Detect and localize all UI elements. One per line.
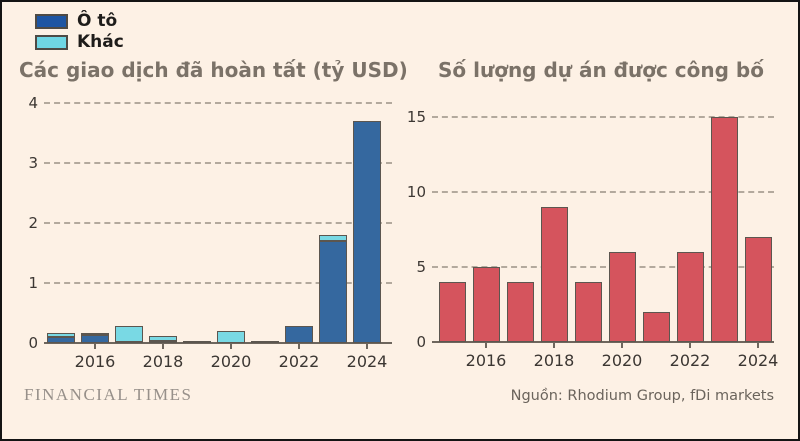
bar-segment	[319, 235, 347, 241]
gridline	[432, 191, 774, 193]
x-axis-line	[432, 341, 774, 343]
bar	[676, 252, 704, 342]
x-axis-label: 2020	[210, 352, 252, 371]
y-axis-label: 2	[28, 214, 38, 232]
y-axis-label: 5	[416, 258, 426, 276]
x-axis-label: 2024	[346, 352, 388, 371]
bar-segment	[217, 331, 245, 343]
bar-segment	[81, 332, 109, 335]
gridline	[44, 282, 392, 284]
bar	[540, 207, 568, 342]
axis-tick	[757, 342, 759, 348]
axis-tick	[94, 343, 96, 349]
bar-segment	[47, 337, 75, 343]
legend-item-khac: Khác	[35, 32, 124, 53]
legend-item-oto: Ô tô	[35, 11, 124, 32]
bar-segment	[149, 336, 177, 342]
legend-swatch-khac	[35, 35, 68, 50]
y-axis-label: 0	[416, 333, 426, 351]
x-axis-label: 2018	[142, 352, 184, 371]
y-axis-label: 0	[28, 334, 38, 352]
gridline	[44, 222, 392, 224]
bar-segment	[149, 341, 177, 343]
y-axis-label: 10	[406, 183, 426, 201]
axis-tick	[553, 342, 555, 348]
bar-segment	[285, 326, 313, 343]
bar-segment	[115, 326, 143, 342]
y-axis-label: 3	[28, 154, 38, 172]
y-axis-label: 1	[28, 274, 38, 292]
x-axis-label: 2022	[278, 352, 320, 371]
x-axis-label: 2020	[601, 351, 643, 370]
axis-tick	[298, 343, 300, 349]
bar	[642, 312, 670, 342]
legend-swatch-oto	[35, 14, 68, 29]
bar	[574, 282, 602, 342]
gridline	[44, 102, 392, 104]
source-note: Nguồn: Rhodium Group, fDi markets	[510, 388, 774, 404]
bar-segment	[183, 341, 211, 343]
ft-logo: FINANCIAL TIMES	[24, 385, 193, 404]
axis-tick	[485, 342, 487, 348]
x-axis-label: 2018	[533, 351, 575, 370]
axis-tick	[621, 342, 623, 348]
gridline	[44, 162, 392, 164]
axis-tick	[230, 343, 232, 349]
x-axis-label: 2016	[465, 351, 507, 370]
bar-segment	[353, 121, 381, 343]
x-axis-line	[44, 342, 392, 344]
x-axis-label: 2022	[669, 351, 711, 370]
axis-tick	[162, 343, 164, 349]
left-chart-title: Các giao dịch đã hoàn tất (tỷ USD)	[19, 58, 408, 82]
bar-segment	[251, 341, 279, 343]
gridline	[432, 116, 774, 118]
bar-segment	[319, 241, 347, 343]
bar	[608, 252, 636, 342]
legend: Ô tô Khác	[35, 11, 124, 53]
legend-label-oto: Ô tô	[77, 11, 118, 31]
y-axis-label: 15	[406, 108, 426, 126]
gridline	[432, 266, 774, 268]
axis-tick	[366, 343, 368, 349]
bar	[744, 237, 772, 342]
bar	[710, 117, 738, 342]
bar	[438, 282, 466, 342]
axis-tick	[689, 342, 691, 348]
x-axis-label: 2016	[74, 352, 116, 371]
bar-segment	[47, 332, 75, 337]
right-chart-title: Số lượng dự án được công bố	[438, 58, 764, 82]
bar	[506, 282, 534, 342]
x-axis-label: 2024	[737, 351, 779, 370]
y-axis-label: 4	[28, 94, 38, 112]
bar-segment	[81, 334, 109, 343]
bar	[472, 267, 500, 342]
legend-label-khac: Khác	[77, 32, 124, 52]
